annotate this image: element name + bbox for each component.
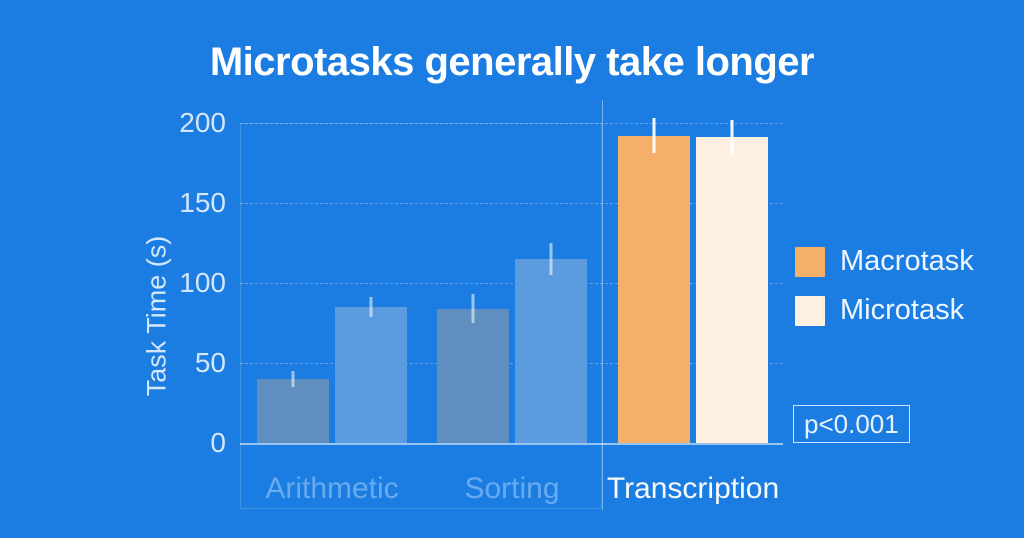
y-tick-150: 150 [179,187,226,218]
p-value-text: p<0.001 [804,408,899,439]
p-value-annotation: p<0.001 [793,405,910,443]
bar-arithmetic-macrotask [257,379,329,443]
y-tick-0: 0 [210,427,226,458]
macrotask-label: Macrotask [840,245,974,277]
x-label-arithmetic: Arithmetic [265,472,399,505]
microtask-label: Microtask [840,294,965,326]
x-label-sorting: Sorting [464,472,560,505]
y-tick-200: 200 [179,107,226,138]
gridline-100 [240,283,783,284]
bar-transcription-macrotask [618,135,690,443]
macrotask-swatch [795,246,825,277]
legend-item-microtask: Microtask [795,294,974,327]
legend: Macrotask Microtask [795,245,974,343]
chart-title: Microtasks generally take longer [209,40,815,84]
bar-sorting-macrotask [437,308,509,443]
error-bar-transcription-macrotask [652,118,656,154]
x-label-transcription: Transcription [606,472,780,505]
error-bar-arithmetic-microtask [369,297,373,317]
error-bar-transcription-microtask [730,119,734,155]
y-tick-100: 100 [179,267,226,298]
legend-item-macrotask: Macrotask [795,245,974,278]
bar-arithmetic-microtask [335,307,407,443]
error-bar-arithmetic-macrotask [291,371,295,387]
highlight-separator-line [602,100,603,510]
gridline-200 [240,123,783,124]
gridline-0 [240,443,783,445]
error-bar-sorting-microtask [549,243,553,275]
bar-sorting-microtask [515,259,587,443]
gridline-150 [240,203,783,204]
microtask-swatch [795,295,825,326]
y-tick-50: 50 [194,347,226,378]
gridline-50 [240,363,783,364]
bar-transcription-microtask [696,137,768,443]
plot-area [240,100,783,445]
error-bar-sorting-macrotask [471,294,475,323]
